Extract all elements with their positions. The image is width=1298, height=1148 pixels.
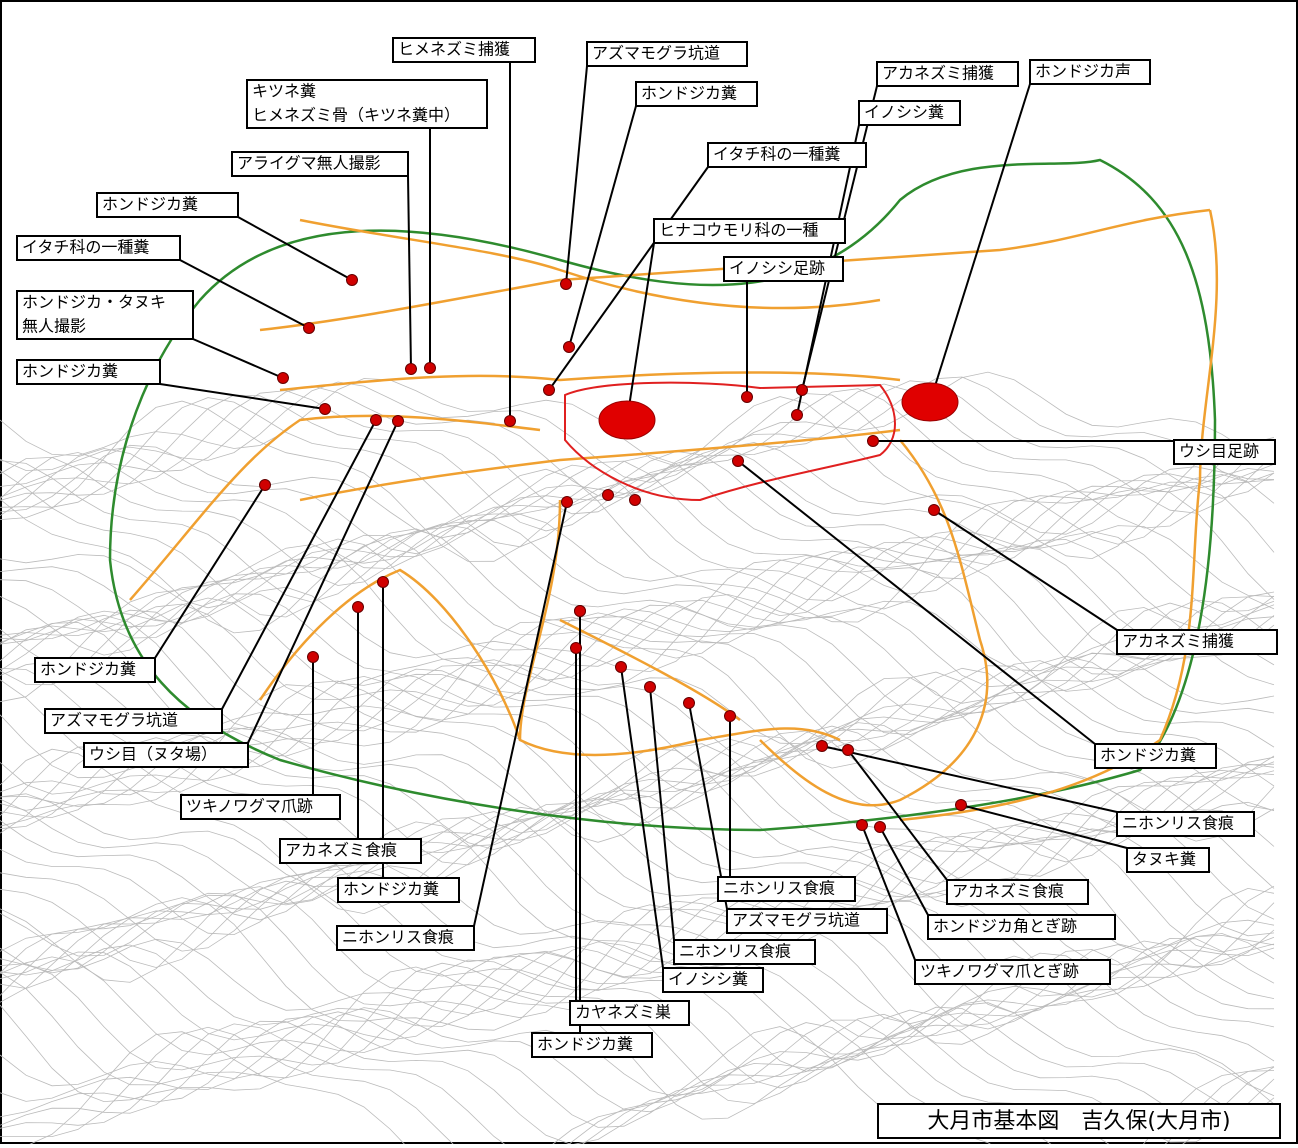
label-text: ニホンリス食痕 [723, 879, 835, 898]
label-text: イノシシ糞 [864, 103, 944, 122]
label-text: イタチ科の一種糞 [713, 145, 840, 164]
label-text: ホンドジカ糞 [1100, 746, 1196, 765]
marker [603, 490, 614, 501]
label-text: アカネズミ食痕 [285, 841, 397, 860]
label-text: ヒナコウモリ科の一種 [659, 221, 818, 240]
marker [575, 606, 586, 617]
marker [260, 480, 271, 491]
marker [425, 363, 436, 374]
caption: 大月市基本図 吉久保(大月市) [927, 1109, 1230, 1134]
marker [742, 392, 753, 403]
label-text: ホンドジカ・タヌキ [22, 293, 166, 312]
label-text: ホンドジカ糞 [22, 362, 118, 381]
marker [278, 373, 289, 384]
marker [562, 497, 573, 508]
marker [304, 323, 315, 334]
label-text: アカネズミ捕獲 [1122, 632, 1234, 651]
label-text: アライグマ無人撮影 [237, 154, 381, 173]
marker [792, 410, 803, 421]
label-text: イタチ科の一種糞 [22, 238, 149, 257]
label-text: イノシシ糞 [668, 970, 748, 989]
label-text: ホンドジカ角とぎ跡 [933, 917, 1077, 936]
label-text: アカネズミ食痕 [952, 882, 1064, 901]
label-text: アカネズミ捕獲 [882, 64, 994, 83]
label-text: イノシシ足跡 [729, 259, 825, 278]
marker [875, 822, 886, 833]
marker-area [599, 401, 655, 439]
label-text: アズマモグラ坑道 [50, 711, 178, 730]
marker [843, 745, 854, 756]
label-text: ウシ目足跡 [1179, 442, 1259, 461]
label-text: アズマモグラ坑道 [732, 911, 860, 930]
label-text: ホンドジカ糞 [641, 84, 737, 103]
marker [725, 711, 736, 722]
marker [857, 820, 868, 831]
label-text: ニホンリス食痕 [1122, 814, 1234, 833]
marker [868, 436, 879, 447]
marker [564, 342, 575, 353]
label-text: ホンドジカ糞 [343, 880, 439, 899]
marker [308, 652, 319, 663]
marker [630, 495, 641, 506]
label-text: タヌキ糞 [1132, 850, 1196, 869]
label-text: アズマモグラ坑道 [592, 44, 720, 63]
marker [371, 415, 382, 426]
label-text: ツキノワグマ爪とぎ跡 [920, 962, 1079, 981]
label-text: ホンドジカ糞 [102, 195, 198, 214]
marker [645, 682, 656, 693]
marker [616, 662, 627, 673]
label-text: カヤネズミ巣 [575, 1003, 671, 1022]
label-text: ホンドジカ糞 [40, 660, 136, 679]
marker [817, 741, 828, 752]
label-text: ホンドジカ糞 [537, 1035, 633, 1054]
marker [733, 456, 744, 467]
marker [929, 505, 940, 516]
label-text: 無人撮影 [22, 317, 86, 336]
marker [684, 698, 695, 709]
label-text: キツネ糞 [252, 82, 316, 101]
marker [505, 416, 516, 427]
label-text: ニホンリス食痕 [679, 942, 791, 961]
marker [320, 404, 331, 415]
marker [956, 800, 967, 811]
marker [561, 279, 572, 290]
marker [571, 643, 582, 654]
marker [393, 416, 404, 427]
marker [797, 385, 808, 396]
marker [353, 602, 364, 613]
marker [544, 385, 555, 396]
label-text: ニホンリス食痕 [342, 928, 454, 947]
marker-area [902, 383, 958, 421]
label-text: ヒメネズミ捕獲 [398, 40, 510, 59]
label-text: ウシ目（ヌタ場） [89, 745, 217, 764]
label-text: ツキノワグマ爪跡 [186, 797, 313, 816]
marker [378, 577, 389, 588]
label-text: ヒメネズミ骨（キツネ糞中） [252, 106, 460, 125]
marker [406, 364, 417, 375]
map: ヒメネズミ捕獲アズマモグラ坑道キツネ糞ヒメネズミ骨（キツネ糞中）ホンドジカ糞アカ… [0, 0, 1298, 1144]
label-text: ホンドジカ声 [1035, 62, 1131, 81]
marker [347, 275, 358, 286]
